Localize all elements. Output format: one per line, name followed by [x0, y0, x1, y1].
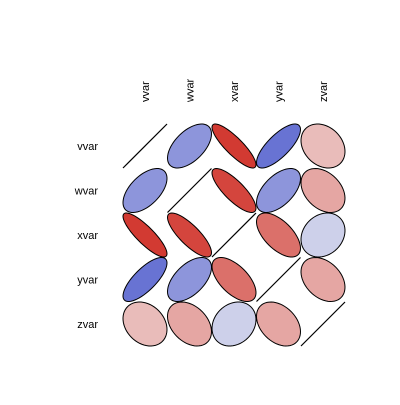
cell-wvar-vvar [122, 168, 168, 213]
column-label-xvar: xvar [229, 81, 241, 102]
cell-zvar-xvar [211, 301, 257, 347]
column-label-vvar: vvar [140, 81, 152, 102]
cell-yvar-yvar [256, 257, 301, 302]
cell-vvar-yvar [256, 123, 301, 169]
column-label-zvar: zvar [318, 81, 330, 102]
cell-zvar-vvar [122, 301, 168, 347]
cell-zvar-yvar [256, 301, 301, 347]
row-label-zvar: zvar [77, 319, 98, 331]
cell-wvar-wvar [167, 168, 212, 213]
cell-yvar-xvar [211, 257, 257, 302]
cell-yvar-vvar [122, 257, 168, 302]
row-label-wvar: wvar [74, 186, 99, 198]
cell-vvar-vvar [122, 123, 168, 169]
cell-vvar-wvar [167, 123, 212, 169]
cell-vvar-zvar [300, 123, 346, 169]
cell-zvar-zvar [300, 301, 346, 347]
cell-wvar-yvar [256, 168, 301, 213]
cell-xvar-xvar [211, 212, 257, 258]
cell-vvar-xvar [211, 123, 257, 169]
row-label-yvar: yvar [77, 275, 98, 287]
cell-yvar-zvar [300, 257, 346, 302]
cell-yvar-wvar [167, 257, 212, 302]
column-label-yvar: yvar [274, 81, 286, 102]
cell-xvar-yvar [256, 212, 301, 258]
cell-xvar-wvar [166, 212, 213, 258]
cell-zvar-wvar [167, 301, 212, 347]
row-label-vvar: vvar [77, 141, 98, 153]
cell-wvar-xvar [211, 167, 257, 214]
row-label-xvar: xvar [77, 230, 98, 242]
row-labels: vvar wvar xvar yvar zvar [74, 141, 99, 331]
column-labels: vvar wvar xvar yvar zvar [140, 78, 330, 103]
cell-xvar-vvar [122, 212, 168, 258]
cell-wvar-zvar [300, 168, 346, 213]
column-label-wvar: wvar [185, 78, 197, 103]
matrix-cells [122, 123, 346, 347]
cell-xvar-zvar [300, 212, 346, 258]
